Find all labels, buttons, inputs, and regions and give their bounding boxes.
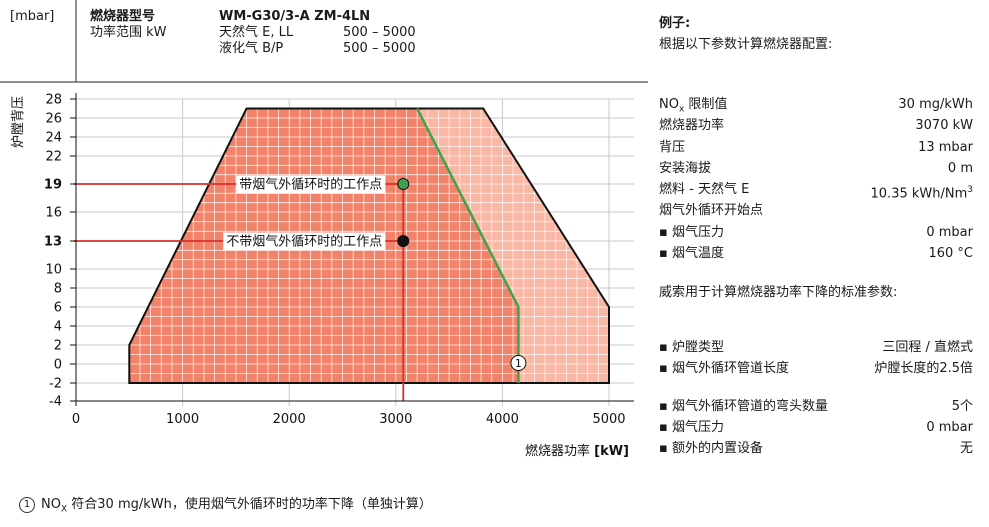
param-value: 5个 bbox=[951, 399, 973, 414]
y-tick-label: 8 bbox=[54, 282, 62, 297]
param-key: 燃烧器功率 bbox=[659, 118, 725, 133]
point-label-background bbox=[223, 232, 386, 251]
x-tick-label: 4000 bbox=[486, 412, 519, 427]
x-tick-label: 1000 bbox=[166, 412, 199, 427]
y-tick-label: 2 bbox=[54, 339, 62, 354]
footnote: 1 NOX 符合30 mg/kWh，使用烟气外循环时的功率下降（单独计算） bbox=[19, 493, 432, 515]
burner-type-label: 燃烧器型号 bbox=[90, 9, 156, 24]
param-value: 10.35 kWh/Nm3 bbox=[870, 185, 973, 202]
y-tick-label: 28 bbox=[45, 93, 62, 108]
param-value: 三回程 / 直燃式 bbox=[882, 340, 973, 355]
y-tick-label: 6 bbox=[54, 301, 62, 316]
burner-model: WM-G30/3-A ZM-4LN bbox=[219, 9, 371, 24]
param-value: 炉膛长度的2.5倍 bbox=[874, 361, 973, 376]
y-tick-label: 26 bbox=[45, 112, 62, 127]
y-tick-label: 19 bbox=[44, 178, 62, 193]
y-tick-label: 13 bbox=[44, 235, 62, 250]
footnote-marker-label: 1 bbox=[515, 357, 522, 370]
param-key: ▪ 烟气压力 bbox=[659, 225, 724, 240]
param-value: 0 m bbox=[947, 161, 973, 176]
y-unit-label: [mbar] bbox=[10, 9, 55, 24]
work-point-marker bbox=[397, 178, 410, 190]
param-value: 13 mbar bbox=[918, 140, 973, 155]
param-value: 0 mbar bbox=[926, 225, 973, 240]
param-key: 安装海拔 bbox=[659, 161, 712, 176]
point-label: 带烟气外循环时的工作点 bbox=[239, 177, 382, 193]
envelope-outline bbox=[128, 107, 610, 384]
work-point-marker bbox=[397, 235, 410, 247]
param-value: 3070 kW bbox=[915, 118, 973, 133]
y-tick-label: 24 bbox=[45, 131, 62, 146]
param-key: ▪ 额外的内置设备 bbox=[659, 441, 763, 456]
param-key: ▪ 炉膛类型 bbox=[659, 340, 724, 355]
y-tick-label: 4 bbox=[54, 320, 62, 335]
param-key: ▪ 烟气外循环管道的弯头数量 bbox=[659, 399, 828, 414]
param-value: 0 mbar bbox=[926, 420, 973, 435]
y-tick-label: 10 bbox=[45, 263, 62, 278]
y-axis-title: 炉膛背压 bbox=[11, 96, 26, 148]
fuel-lpg-range: 500 – 5000 bbox=[343, 41, 416, 56]
example-panel: 例子: 根据以下参数计算燃烧器配置: NOx 限制值 30 mg/kWh 燃烧器… bbox=[659, 16, 973, 456]
fuel-natural-gas: 天然气 E, LL bbox=[219, 25, 294, 40]
param-key: NOx 限制值 bbox=[659, 97, 728, 115]
x-axis-title: 燃烧器功率 [kW] bbox=[525, 443, 629, 459]
footnote-marker-circle bbox=[510, 355, 527, 371]
y-tick-label: -4 bbox=[49, 395, 62, 410]
x-axis-title-text: 燃烧器功率 bbox=[525, 443, 594, 459]
param-key: ▪ 烟气温度 bbox=[659, 246, 724, 261]
fuel-natural-gas-range: 500 – 5000 bbox=[343, 25, 416, 40]
footnote-marker: 1 bbox=[19, 497, 35, 513]
param-value: 无 bbox=[959, 441, 973, 456]
param-key: 背压 bbox=[659, 140, 686, 155]
y-tick-label: 0 bbox=[54, 358, 62, 373]
y-tick-label: 16 bbox=[45, 206, 62, 221]
param-key: ▪ 烟气外循环管道长度 bbox=[659, 361, 789, 376]
point-label: 不带烟气外循环时的工作点 bbox=[226, 234, 382, 250]
point-label-background bbox=[236, 175, 386, 194]
x-tick-label: 5000 bbox=[592, 412, 625, 427]
x-tick-label: 3000 bbox=[379, 412, 412, 427]
power-range-label: 功率范围 kW bbox=[90, 25, 167, 40]
x-axis-title-unit: [kW] bbox=[594, 444, 629, 459]
param-key: 燃料 - 天然气 E bbox=[659, 182, 750, 197]
x-tick-label: 2000 bbox=[273, 412, 306, 427]
y-tick-label: 22 bbox=[45, 150, 62, 165]
param-key: 烟气外循环开始点 bbox=[659, 203, 764, 218]
param-key: ▪ 烟气压力 bbox=[659, 420, 724, 435]
fuel-lpg: 液化气 B/P bbox=[219, 41, 284, 56]
y-tick-label: -2 bbox=[49, 377, 62, 392]
param-value: 30 mg/kWh bbox=[898, 97, 973, 112]
x-tick-label: 0 bbox=[72, 412, 80, 427]
param-value: 160 °C bbox=[928, 246, 973, 261]
